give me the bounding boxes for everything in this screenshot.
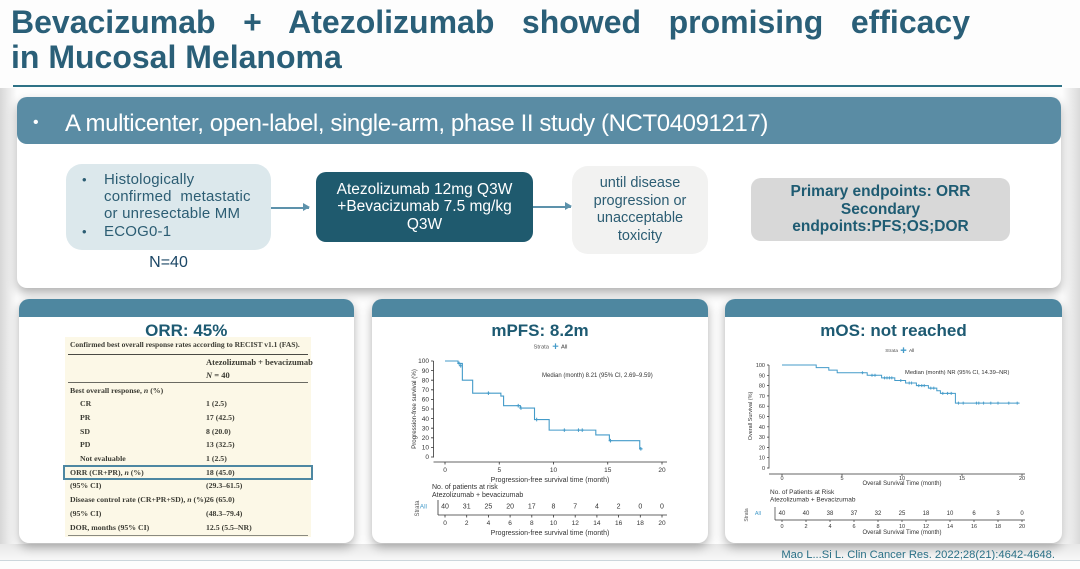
svg-text:70: 70 bbox=[759, 394, 765, 400]
svg-text:5: 5 bbox=[497, 467, 501, 474]
svg-text:100: 100 bbox=[756, 363, 765, 369]
svg-text:All: All bbox=[561, 345, 567, 351]
svg-text:8: 8 bbox=[552, 504, 556, 511]
svg-text:0: 0 bbox=[762, 466, 765, 472]
svg-text:90: 90 bbox=[422, 368, 430, 375]
svg-text:No. of patients at risk: No. of patients at risk bbox=[432, 484, 498, 491]
svg-text:30: 30 bbox=[759, 435, 765, 441]
svg-text:80: 80 bbox=[422, 377, 430, 384]
svg-text:31: 31 bbox=[463, 504, 471, 511]
svg-text:90: 90 bbox=[759, 373, 765, 379]
svg-text:Strata: Strata bbox=[885, 348, 898, 354]
svg-text:0: 0 bbox=[660, 504, 664, 511]
svg-text:All: All bbox=[909, 348, 914, 354]
svg-text:60: 60 bbox=[422, 397, 430, 404]
svg-text:15: 15 bbox=[604, 467, 612, 474]
svg-text:0: 0 bbox=[1020, 511, 1024, 517]
svg-text:6: 6 bbox=[852, 524, 855, 530]
svg-text:0: 0 bbox=[425, 454, 429, 461]
svg-text:14: 14 bbox=[593, 520, 601, 527]
svg-text:20: 20 bbox=[658, 520, 666, 527]
svg-text:10: 10 bbox=[947, 511, 954, 517]
svg-text:Strata: Strata bbox=[744, 508, 750, 522]
svg-text:4: 4 bbox=[487, 520, 491, 527]
svg-text:Overall Survival Time (month): Overall Survival Time (month) bbox=[862, 530, 941, 536]
svg-text:5: 5 bbox=[840, 476, 843, 482]
svg-text:50: 50 bbox=[759, 415, 765, 421]
svg-text:20: 20 bbox=[759, 445, 765, 451]
svg-text:38: 38 bbox=[827, 511, 834, 517]
svg-text:70: 70 bbox=[422, 387, 430, 394]
svg-text:6: 6 bbox=[972, 511, 976, 517]
svg-text:40: 40 bbox=[441, 504, 449, 511]
svg-text:40: 40 bbox=[759, 425, 765, 431]
svg-text:16: 16 bbox=[615, 520, 623, 527]
svg-text:4: 4 bbox=[828, 524, 831, 530]
svg-text:6: 6 bbox=[508, 520, 512, 527]
svg-text:20: 20 bbox=[658, 467, 666, 474]
svg-text:Overall Survival Time (month): Overall Survival Time (month) bbox=[862, 481, 941, 487]
svg-text:0: 0 bbox=[443, 520, 447, 527]
svg-text:Atezolizumab + bevacizumab: Atezolizumab + bevacizumab bbox=[432, 492, 523, 499]
svg-text:40: 40 bbox=[422, 416, 430, 423]
svg-text:Median (month) 8.21 (95% CI, 2: Median (month) 8.21 (95% CI, 2.69–9.59) bbox=[542, 373, 653, 379]
svg-text:10: 10 bbox=[899, 524, 905, 530]
svg-text:8: 8 bbox=[530, 520, 534, 527]
svg-text:37: 37 bbox=[851, 511, 858, 517]
svg-text:0: 0 bbox=[780, 476, 783, 482]
svg-text:20: 20 bbox=[506, 504, 514, 511]
svg-text:10: 10 bbox=[422, 445, 430, 452]
svg-text:0: 0 bbox=[638, 504, 642, 511]
svg-text:17: 17 bbox=[528, 504, 536, 511]
svg-text:25: 25 bbox=[899, 511, 906, 517]
svg-text:20: 20 bbox=[1019, 524, 1025, 530]
svg-text:80: 80 bbox=[759, 384, 765, 390]
svg-text:60: 60 bbox=[759, 404, 765, 410]
svg-text:30: 30 bbox=[422, 425, 430, 432]
svg-text:4: 4 bbox=[595, 504, 599, 511]
svg-text:2: 2 bbox=[465, 520, 469, 527]
svg-text:32: 32 bbox=[875, 511, 882, 517]
svg-text:Strata: Strata bbox=[534, 345, 550, 351]
svg-text:16: 16 bbox=[971, 524, 977, 530]
svg-text:14: 14 bbox=[947, 524, 953, 530]
svg-text:Atezolizumab + Bevacizumab: Atezolizumab + Bevacizumab bbox=[770, 497, 856, 504]
svg-text:7: 7 bbox=[573, 504, 577, 511]
svg-text:2: 2 bbox=[617, 504, 621, 511]
svg-text:20: 20 bbox=[422, 435, 430, 442]
svg-text:All: All bbox=[420, 504, 428, 511]
svg-text:15: 15 bbox=[959, 476, 965, 482]
svg-text:3: 3 bbox=[996, 511, 1000, 517]
svg-text:40: 40 bbox=[779, 511, 786, 517]
svg-text:18: 18 bbox=[923, 511, 930, 517]
svg-text:18: 18 bbox=[637, 520, 645, 527]
svg-text:Median (month) NR (95% CI, 14.: Median (month) NR (95% CI, 14.39–NR) bbox=[905, 370, 1009, 376]
svg-text:10: 10 bbox=[899, 476, 905, 482]
svg-text:10: 10 bbox=[550, 467, 558, 474]
svg-text:40: 40 bbox=[803, 511, 810, 517]
svg-text:Strata: Strata bbox=[415, 500, 421, 517]
svg-text:No. of Patients at Risk: No. of Patients at Risk bbox=[770, 489, 835, 496]
svg-text:0: 0 bbox=[780, 524, 783, 530]
svg-text:Progression-free survival (%): Progression-free survival (%) bbox=[411, 369, 418, 449]
svg-text:25: 25 bbox=[485, 504, 493, 511]
svg-text:Overall Survival (%): Overall Survival (%) bbox=[748, 392, 754, 441]
svg-text:10: 10 bbox=[550, 520, 558, 527]
svg-text:Progression-free survival time: Progression-free survival time (month) bbox=[491, 530, 610, 537]
svg-text:0: 0 bbox=[443, 467, 447, 474]
svg-text:12: 12 bbox=[572, 520, 580, 527]
svg-text:18: 18 bbox=[995, 524, 1001, 530]
svg-text:8: 8 bbox=[876, 524, 879, 530]
svg-text:50: 50 bbox=[422, 406, 430, 413]
svg-text:Progression-free survival time: Progression-free survival time (month) bbox=[491, 477, 610, 484]
svg-text:2: 2 bbox=[804, 524, 807, 530]
svg-text:12: 12 bbox=[923, 524, 929, 530]
svg-text:All: All bbox=[755, 511, 761, 517]
svg-text:20: 20 bbox=[1019, 476, 1025, 482]
svg-text:10: 10 bbox=[759, 456, 765, 462]
svg-text:100: 100 bbox=[418, 358, 429, 365]
